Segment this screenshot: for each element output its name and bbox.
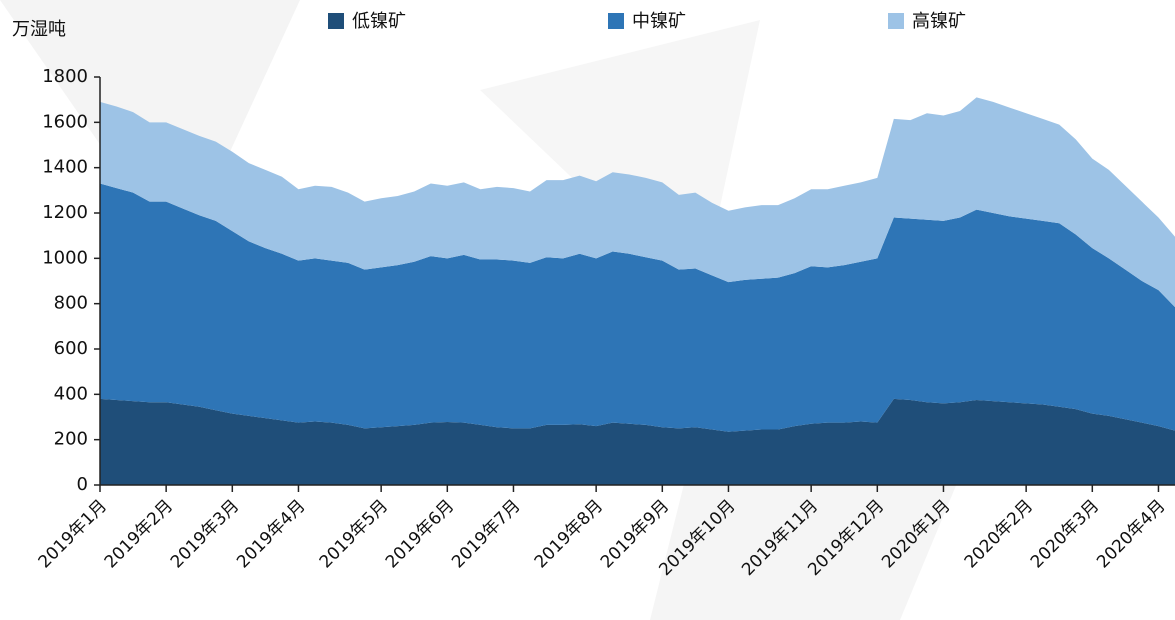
y-tick-label: 0 bbox=[77, 474, 88, 495]
area bbox=[100, 97, 1175, 308]
x-tick-label: 2019年5月 bbox=[316, 496, 392, 572]
y-tick-label: 1200 bbox=[42, 202, 88, 223]
x-tick-label: 2019年2月 bbox=[101, 496, 177, 572]
x-tick-label: 2019年3月 bbox=[167, 496, 243, 572]
x-tick-label: 2019年6月 bbox=[382, 496, 458, 572]
legend-swatch bbox=[608, 13, 624, 29]
x-tick-label: 2020年4月 bbox=[1093, 496, 1169, 572]
y-tick-label: 600 bbox=[54, 338, 88, 359]
legend-label: 中镍矿 bbox=[632, 11, 686, 32]
y-tick-label: 1000 bbox=[42, 247, 88, 268]
y-tick-label: 1400 bbox=[42, 157, 88, 178]
x-tick-label: 2019年7月 bbox=[448, 496, 524, 572]
legend-label: 低镍矿 bbox=[352, 11, 406, 32]
area bbox=[100, 398, 1175, 485]
y-tick-label: 200 bbox=[54, 429, 88, 450]
x-tick-label: 2019年8月 bbox=[531, 496, 607, 572]
legend-swatch bbox=[888, 13, 904, 29]
y-tick-label: 1800 bbox=[42, 66, 88, 87]
y-tick-label: 800 bbox=[54, 293, 88, 314]
x-tick-label: 2019年1月 bbox=[35, 496, 111, 572]
x-tick-label: 2020年2月 bbox=[961, 496, 1037, 572]
x-tick-label: 2019年4月 bbox=[233, 496, 309, 572]
x-tick-label: 2020年3月 bbox=[1027, 496, 1103, 572]
area bbox=[100, 183, 1175, 432]
y-axis-label: 万湿吨 bbox=[12, 19, 66, 40]
y-tick-label: 1600 bbox=[42, 111, 88, 132]
legend-swatch bbox=[328, 13, 344, 29]
y-tick-label: 400 bbox=[54, 383, 88, 404]
legend-label: 高镍矿 bbox=[912, 11, 966, 32]
